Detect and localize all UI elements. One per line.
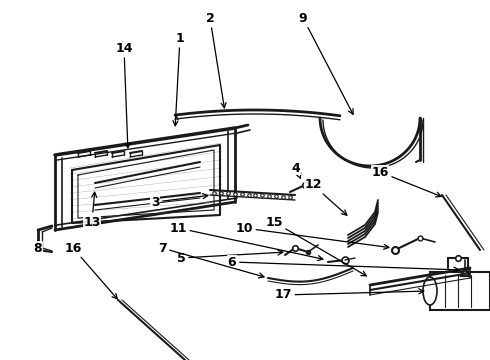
Text: 1: 1 [173, 31, 184, 126]
Text: 13: 13 [83, 192, 100, 229]
Text: 7: 7 [158, 242, 264, 278]
Text: 5: 5 [176, 250, 283, 265]
Text: 12: 12 [304, 179, 347, 215]
Text: 3: 3 [151, 194, 208, 208]
Ellipse shape [423, 277, 437, 305]
Text: 11: 11 [169, 221, 323, 261]
Text: 4: 4 [292, 162, 301, 178]
Text: 6: 6 [228, 256, 459, 272]
Bar [430, 272, 490, 310]
Text: 14: 14 [115, 41, 133, 148]
Text: 2: 2 [206, 12, 226, 108]
Text: 16: 16 [64, 242, 117, 299]
Text: 17: 17 [274, 288, 424, 302]
Text: 8: 8 [34, 241, 42, 255]
Text: 10: 10 [235, 221, 389, 249]
Text: 15: 15 [265, 216, 367, 276]
Text: 16: 16 [371, 166, 441, 197]
Text: 9: 9 [299, 12, 353, 114]
